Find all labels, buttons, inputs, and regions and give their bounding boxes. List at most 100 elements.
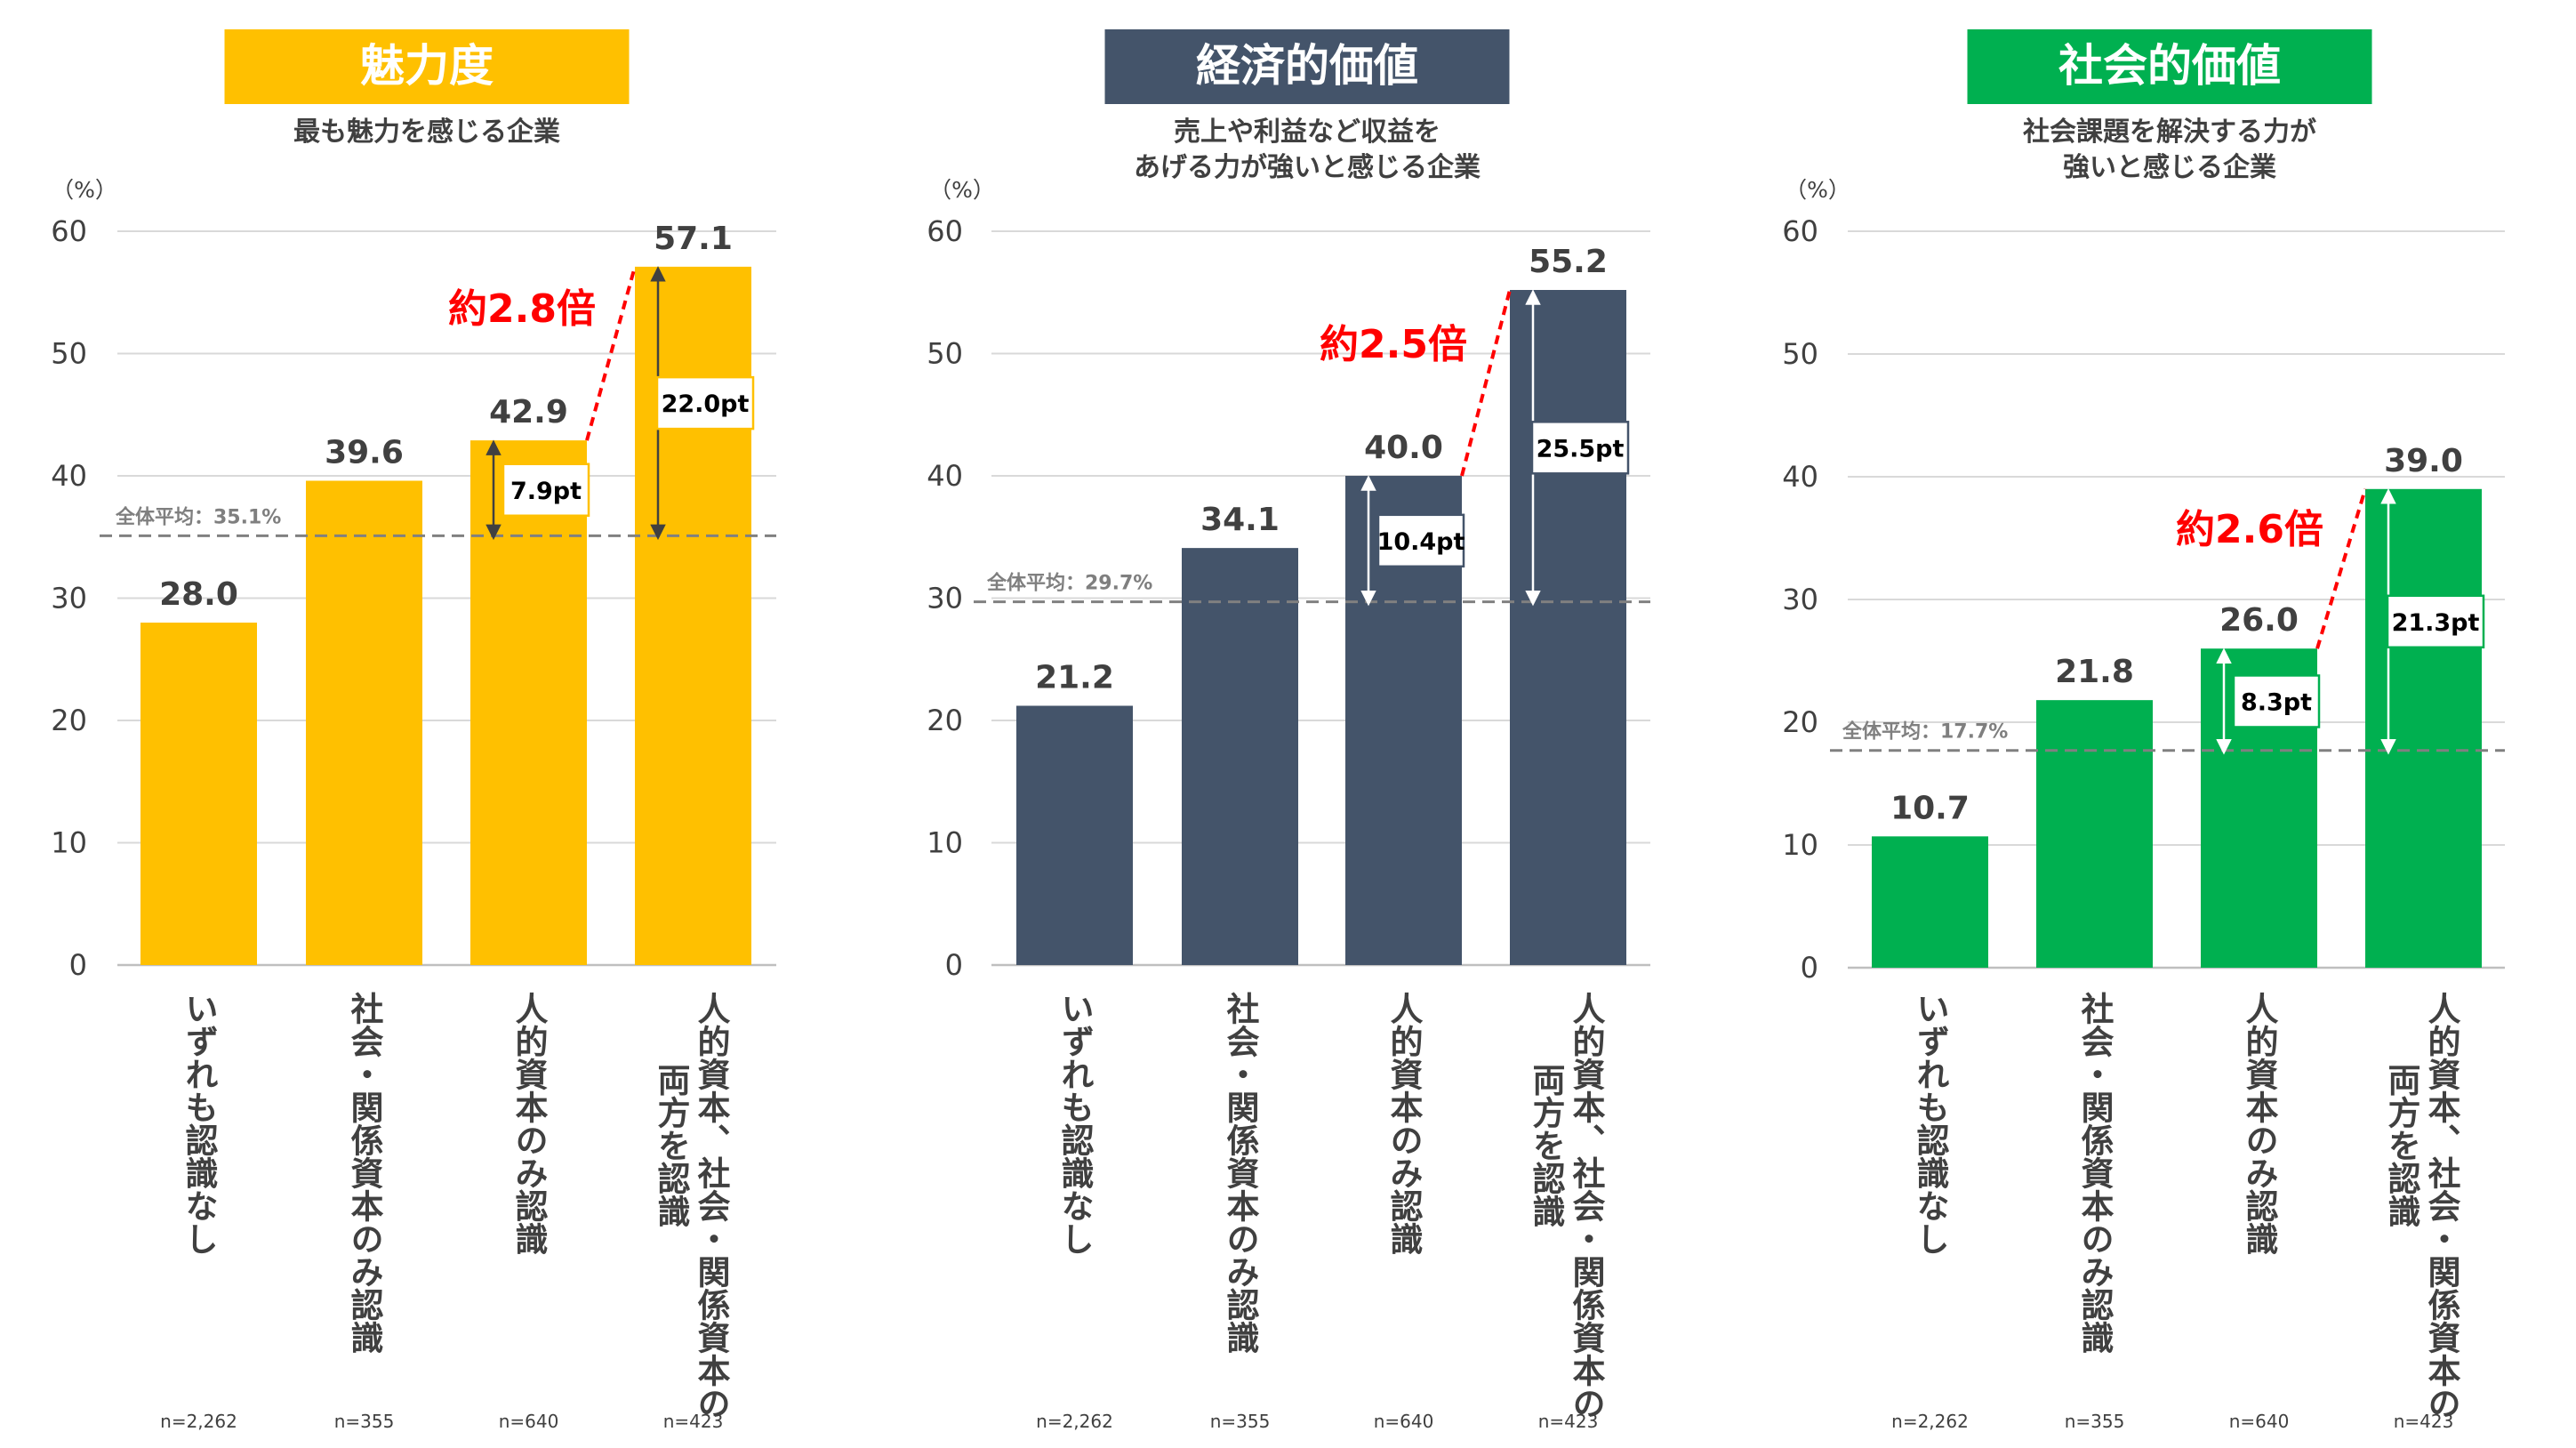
- sample-size-label: n=2,262: [1891, 1411, 1969, 1432]
- bar: [1510, 290, 1626, 965]
- y-axis-label: （%）: [1785, 177, 1850, 203]
- y-tick-label: 20: [927, 704, 963, 737]
- bar-value-label: 42.9: [489, 394, 568, 430]
- sample-size-label: n=423: [1538, 1411, 1599, 1432]
- chart-subtitle-line: 最も魅力を感じる企業: [293, 117, 560, 148]
- y-tick-label: 30: [1782, 583, 1818, 616]
- bar-value-label: 39.0: [2384, 443, 2463, 479]
- ratio-connector: [2315, 488, 2367, 649]
- category-label: いずれも認識なし: [1911, 992, 1950, 1255]
- bar-value-label: 10.7: [1890, 790, 1970, 826]
- bar: [635, 266, 751, 965]
- bar-value-label: 26.0: [2219, 602, 2299, 639]
- bar: [1182, 548, 1298, 965]
- y-tick-label: 0: [1801, 951, 1818, 985]
- ratio-connector: [1460, 289, 1512, 477]
- chart-subtitle-line: 強いと感じる企業: [2063, 152, 2276, 183]
- difference-box: [2232, 674, 2321, 728]
- y-tick-label: 60: [1782, 214, 1818, 248]
- chart-subtitle-line: あげる力が強いと感じる企業: [1134, 152, 1481, 183]
- category-label-line: 人的資本、社会・関係資本の: [1567, 992, 1606, 1420]
- y-axis-label: （%）: [52, 177, 117, 203]
- bar-value-label: 39.6: [325, 435, 404, 471]
- y-tick-label: 10: [1782, 828, 1818, 862]
- difference-box: [1376, 513, 1465, 568]
- category-label-line: 人的資本、社会・関係資本の: [2422, 992, 2461, 1420]
- bar-value-label: 21.8: [2055, 654, 2134, 690]
- ratio-label: 約2.5倍: [1320, 322, 1467, 367]
- bar: [1016, 705, 1133, 965]
- bar: [2365, 488, 2482, 968]
- difference-box: [1530, 421, 1630, 475]
- chart-subtitle-line: 売上や利益など収益を: [1174, 117, 1440, 148]
- difference-label: 22.0pt: [662, 390, 750, 418]
- bar: [306, 480, 422, 965]
- chart-title: 社会的価値: [2058, 40, 2281, 92]
- y-tick-label: 10: [927, 826, 963, 860]
- category-label: 社会・関係資本のみ認識: [345, 992, 384, 1354]
- difference-label: 21.3pt: [2392, 609, 2480, 637]
- category-label: いずれも認識なし: [180, 992, 219, 1255]
- chart-title-box: [1967, 29, 2372, 104]
- y-tick-label: 40: [51, 459, 87, 493]
- y-tick-label: 40: [927, 459, 963, 493]
- chart-subtitle-line: 社会課題を解決する力が: [2023, 117, 2316, 148]
- bar-value-label: 55.2: [1529, 244, 1608, 280]
- y-tick-label: 20: [51, 704, 87, 737]
- y-tick-label: 20: [1782, 705, 1818, 739]
- category-label: 社会・関係資本のみ認識: [2075, 992, 2115, 1354]
- category-label-line: 両方を認識: [2382, 1063, 2421, 1227]
- sample-size-label: n=423: [663, 1411, 724, 1432]
- difference-label: 10.4pt: [1377, 528, 1465, 556]
- average-label: 全体平均：35.1%: [115, 505, 281, 528]
- sample-size-label: n=355: [2065, 1411, 2125, 1432]
- category-label: 人的資本のみ認識: [2240, 992, 2279, 1255]
- chart-title: 魅力度: [360, 40, 494, 92]
- y-tick-label: 50: [927, 337, 963, 371]
- category-label: 人的資本のみ認識: [1384, 992, 1424, 1255]
- difference-box: [655, 375, 755, 430]
- y-tick-label: 0: [945, 948, 963, 982]
- category-label-line: 両方を認識: [1527, 1063, 1566, 1227]
- y-tick-label: 10: [51, 826, 87, 860]
- y-tick-label: 50: [1782, 337, 1818, 371]
- sample-size-label: n=355: [1210, 1411, 1271, 1432]
- ratio-label: 約2.8倍: [448, 286, 596, 332]
- sample-size-label: n=640: [1374, 1411, 1434, 1432]
- chart-title: 経済的価値: [1196, 40, 1418, 92]
- category-label: 社会・関係資本のみ認識: [1221, 992, 1260, 1354]
- sample-size-label: n=2,262: [160, 1411, 237, 1432]
- bar-value-label: 28.0: [159, 576, 238, 613]
- y-tick-label: 30: [927, 582, 963, 615]
- y-axis-label: （%）: [929, 177, 995, 203]
- category-label: いずれも認識なし: [1055, 992, 1095, 1255]
- average-label: 全体平均：17.7%: [1842, 720, 2008, 744]
- y-tick-label: 50: [51, 337, 87, 371]
- bar: [2036, 700, 2153, 968]
- difference-box: [502, 463, 590, 517]
- difference-label: 8.3pt: [2241, 688, 2312, 716]
- bar: [140, 623, 257, 965]
- average-label: 全体平均：29.7%: [986, 572, 1152, 595]
- bar-value-label: 21.2: [1035, 660, 1114, 696]
- bar-value-label: 40.0: [1364, 430, 1443, 466]
- category-label: 人的資本のみ認識: [510, 992, 549, 1255]
- sample-size-label: n=2,262: [1036, 1411, 1113, 1432]
- category-label: 人的資本、社会・関係資本の両方を認識: [652, 992, 731, 1420]
- difference-label: 7.9pt: [510, 478, 582, 505]
- y-tick-label: 60: [927, 214, 963, 248]
- bar-value-label: 34.1: [1200, 502, 1280, 538]
- sample-size-label: n=355: [334, 1411, 395, 1432]
- sample-size-label: n=423: [2394, 1411, 2454, 1432]
- y-tick-label: 30: [51, 582, 87, 615]
- y-tick-label: 60: [51, 214, 87, 248]
- difference-label: 25.5pt: [1537, 435, 1625, 463]
- sample-size-label: n=640: [499, 1411, 559, 1432]
- chart-title-box: [1104, 29, 1510, 104]
- ratio-label: 約2.6倍: [2176, 507, 2323, 552]
- category-label-line: 両方を認識: [652, 1063, 691, 1227]
- category-label: 人的資本、社会・関係資本の両方を認識: [1527, 992, 1606, 1420]
- difference-box: [2386, 594, 2485, 649]
